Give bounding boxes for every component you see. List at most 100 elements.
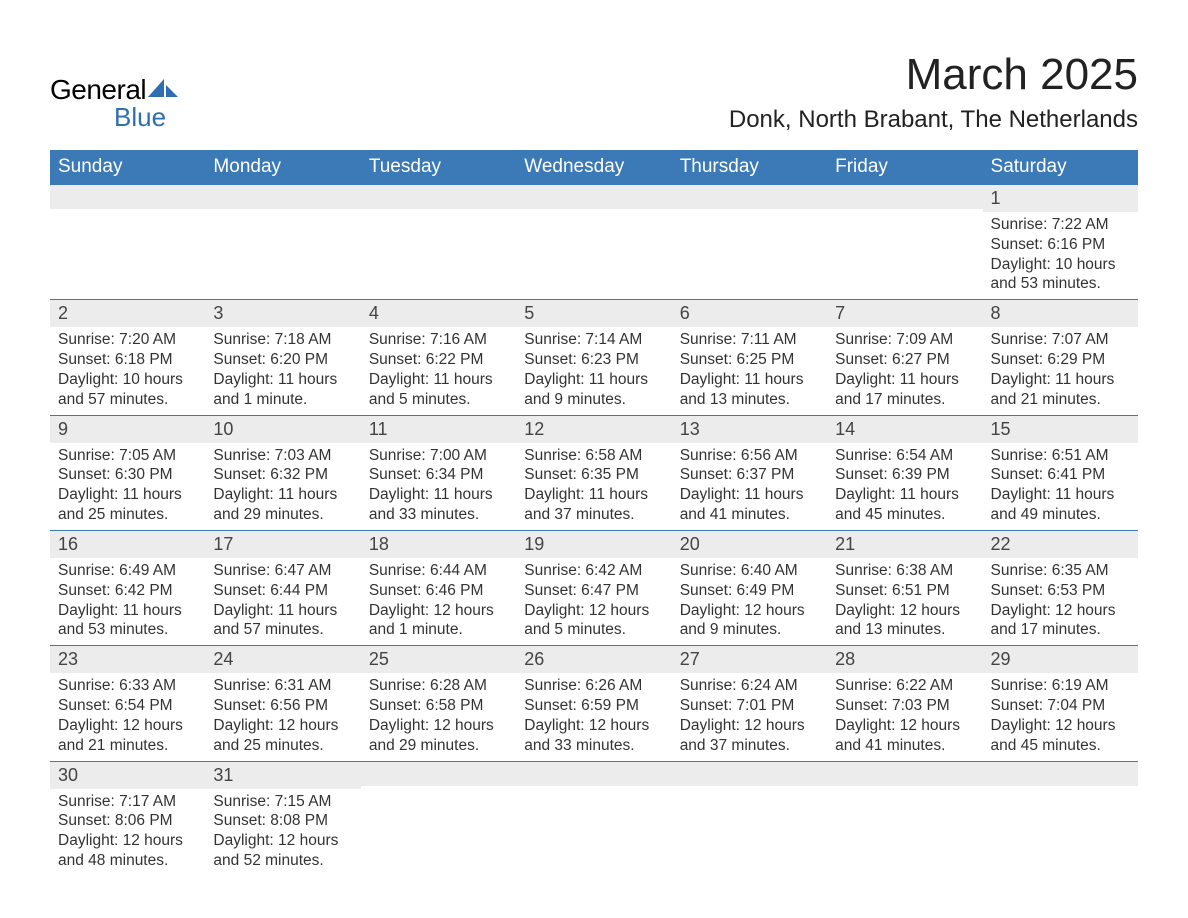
- day-number: 31: [205, 762, 360, 789]
- day-number: [361, 185, 516, 209]
- sunset-text: Sunset: 6:42 PM: [58, 581, 199, 601]
- cell-body: Sunrise: 6:51 AMSunset: 6:41 PMDaylight:…: [983, 443, 1138, 530]
- calendar-cell: 30Sunrise: 7:17 AMSunset: 8:06 PMDayligh…: [50, 761, 205, 876]
- sunset-text: Sunset: 6:16 PM: [991, 235, 1132, 255]
- daylight-text: Daylight: 11 hours and 49 minutes.: [991, 485, 1132, 525]
- cell-body: Sunrise: 7:11 AMSunset: 6:25 PMDaylight:…: [672, 327, 827, 414]
- calendar-cell: 18Sunrise: 6:44 AMSunset: 6:46 PMDayligh…: [361, 530, 516, 645]
- cell-body: Sunrise: 6:31 AMSunset: 6:56 PMDaylight:…: [205, 673, 360, 760]
- sunrise-text: Sunrise: 6:24 AM: [680, 676, 821, 696]
- daylight-text: Daylight: 12 hours and 21 minutes.: [58, 716, 199, 756]
- day-number: 5: [516, 300, 671, 327]
- calendar-cell: 28Sunrise: 6:22 AMSunset: 7:03 PMDayligh…: [827, 646, 982, 761]
- daylight-text: Daylight: 11 hours and 29 minutes.: [213, 485, 354, 525]
- cell-body: Sunrise: 7:00 AMSunset: 6:34 PMDaylight:…: [361, 443, 516, 530]
- logo-sail-icon: [148, 77, 178, 104]
- logo: General Blue: [50, 50, 178, 133]
- day-number: 23: [50, 646, 205, 673]
- sunset-text: Sunset: 7:04 PM: [991, 696, 1132, 716]
- calendar-cell: 8Sunrise: 7:07 AMSunset: 6:29 PMDaylight…: [983, 300, 1138, 415]
- calendar-cell: 5Sunrise: 7:14 AMSunset: 6:23 PMDaylight…: [516, 300, 671, 415]
- sunrise-text: Sunrise: 7:05 AM: [58, 446, 199, 466]
- cell-body: Sunrise: 6:22 AMSunset: 7:03 PMDaylight:…: [827, 673, 982, 760]
- weekday-header: Tuesday: [361, 150, 516, 185]
- daylight-text: Daylight: 12 hours and 1 minute.: [369, 601, 510, 641]
- weekday-header: Saturday: [983, 150, 1138, 185]
- sunrise-text: Sunrise: 6:42 AM: [524, 561, 665, 581]
- cell-body: Sunrise: 6:28 AMSunset: 6:58 PMDaylight:…: [361, 673, 516, 760]
- calendar-cell: [516, 761, 671, 876]
- cell-body: [672, 209, 827, 267]
- calendar-cell: [205, 185, 360, 300]
- sunset-text: Sunset: 6:32 PM: [213, 465, 354, 485]
- calendar-cell: 1Sunrise: 7:22 AMSunset: 6:16 PMDaylight…: [983, 185, 1138, 300]
- cell-body: Sunrise: 6:26 AMSunset: 6:59 PMDaylight:…: [516, 673, 671, 760]
- sunrise-text: Sunrise: 7:07 AM: [991, 330, 1132, 350]
- daylight-text: Daylight: 11 hours and 57 minutes.: [213, 601, 354, 641]
- sunrise-text: Sunrise: 6:35 AM: [991, 561, 1132, 581]
- sunset-text: Sunset: 6:54 PM: [58, 696, 199, 716]
- cell-body: Sunrise: 7:09 AMSunset: 6:27 PMDaylight:…: [827, 327, 982, 414]
- calendar-cell: 2Sunrise: 7:20 AMSunset: 6:18 PMDaylight…: [50, 300, 205, 415]
- calendar-cell: 16Sunrise: 6:49 AMSunset: 6:42 PMDayligh…: [50, 530, 205, 645]
- day-number: [983, 762, 1138, 786]
- cell-body: Sunrise: 6:42 AMSunset: 6:47 PMDaylight:…: [516, 558, 671, 645]
- cell-body: [50, 209, 205, 267]
- sunset-text: Sunset: 6:23 PM: [524, 350, 665, 370]
- sunrise-text: Sunrise: 7:16 AM: [369, 330, 510, 350]
- weekday-header: Monday: [205, 150, 360, 185]
- day-number: 12: [516, 416, 671, 443]
- daylight-text: Daylight: 11 hours and 5 minutes.: [369, 370, 510, 410]
- calendar-cell: 19Sunrise: 6:42 AMSunset: 6:47 PMDayligh…: [516, 530, 671, 645]
- sunrise-text: Sunrise: 6:54 AM: [835, 446, 976, 466]
- sunset-text: Sunset: 7:03 PM: [835, 696, 976, 716]
- cell-body: [516, 209, 671, 267]
- daylight-text: Daylight: 11 hours and 37 minutes.: [524, 485, 665, 525]
- header: General Blue March 2025 Donk, North Brab…: [50, 50, 1138, 134]
- sunrise-text: Sunrise: 6:47 AM: [213, 561, 354, 581]
- title-block: March 2025 Donk, North Brabant, The Neth…: [729, 50, 1138, 134]
- day-number: 24: [205, 646, 360, 673]
- cell-body: Sunrise: 7:18 AMSunset: 6:20 PMDaylight:…: [205, 327, 360, 414]
- sunset-text: Sunset: 6:29 PM: [991, 350, 1132, 370]
- calendar-week-row: 30Sunrise: 7:17 AMSunset: 8:06 PMDayligh…: [50, 761, 1138, 876]
- daylight-text: Daylight: 11 hours and 1 minute.: [213, 370, 354, 410]
- day-number: 25: [361, 646, 516, 673]
- cell-body: Sunrise: 6:19 AMSunset: 7:04 PMDaylight:…: [983, 673, 1138, 760]
- daylight-text: Daylight: 12 hours and 17 minutes.: [991, 601, 1132, 641]
- day-number: 6: [672, 300, 827, 327]
- sunset-text: Sunset: 6:53 PM: [991, 581, 1132, 601]
- day-number: 20: [672, 531, 827, 558]
- calendar-cell: 23Sunrise: 6:33 AMSunset: 6:54 PMDayligh…: [50, 646, 205, 761]
- cell-body: Sunrise: 7:03 AMSunset: 6:32 PMDaylight:…: [205, 443, 360, 530]
- calendar-cell: 11Sunrise: 7:00 AMSunset: 6:34 PMDayligh…: [361, 415, 516, 530]
- sunrise-text: Sunrise: 7:03 AM: [213, 446, 354, 466]
- daylight-text: Daylight: 11 hours and 41 minutes.: [680, 485, 821, 525]
- sunrise-text: Sunrise: 6:19 AM: [991, 676, 1132, 696]
- day-number: [672, 762, 827, 786]
- cell-body: Sunrise: 7:22 AMSunset: 6:16 PMDaylight:…: [983, 212, 1138, 299]
- sunrise-text: Sunrise: 7:22 AM: [991, 215, 1132, 235]
- cell-body: Sunrise: 6:40 AMSunset: 6:49 PMDaylight:…: [672, 558, 827, 645]
- calendar-cell: [361, 761, 516, 876]
- sunrise-text: Sunrise: 7:20 AM: [58, 330, 199, 350]
- cell-body: Sunrise: 6:24 AMSunset: 7:01 PMDaylight:…: [672, 673, 827, 760]
- cell-body: [983, 786, 1138, 844]
- calendar-cell: 4Sunrise: 7:16 AMSunset: 6:22 PMDaylight…: [361, 300, 516, 415]
- daylight-text: Daylight: 10 hours and 57 minutes.: [58, 370, 199, 410]
- daylight-text: Daylight: 12 hours and 48 minutes.: [58, 831, 199, 871]
- sunrise-text: Sunrise: 6:56 AM: [680, 446, 821, 466]
- cell-body: Sunrise: 6:49 AMSunset: 6:42 PMDaylight:…: [50, 558, 205, 645]
- calendar-cell: 31Sunrise: 7:15 AMSunset: 8:08 PMDayligh…: [205, 761, 360, 876]
- calendar-cell: 10Sunrise: 7:03 AMSunset: 6:32 PMDayligh…: [205, 415, 360, 530]
- sunrise-text: Sunrise: 6:58 AM: [524, 446, 665, 466]
- calendar-cell: 13Sunrise: 6:56 AMSunset: 6:37 PMDayligh…: [672, 415, 827, 530]
- sunset-text: Sunset: 6:58 PM: [369, 696, 510, 716]
- weekday-header: Friday: [827, 150, 982, 185]
- day-number: 29: [983, 646, 1138, 673]
- cell-body: Sunrise: 7:17 AMSunset: 8:06 PMDaylight:…: [50, 789, 205, 876]
- cell-body: Sunrise: 6:44 AMSunset: 6:46 PMDaylight:…: [361, 558, 516, 645]
- logo-text-blue: Blue: [114, 102, 166, 133]
- day-number: [361, 762, 516, 786]
- sunset-text: Sunset: 6:27 PM: [835, 350, 976, 370]
